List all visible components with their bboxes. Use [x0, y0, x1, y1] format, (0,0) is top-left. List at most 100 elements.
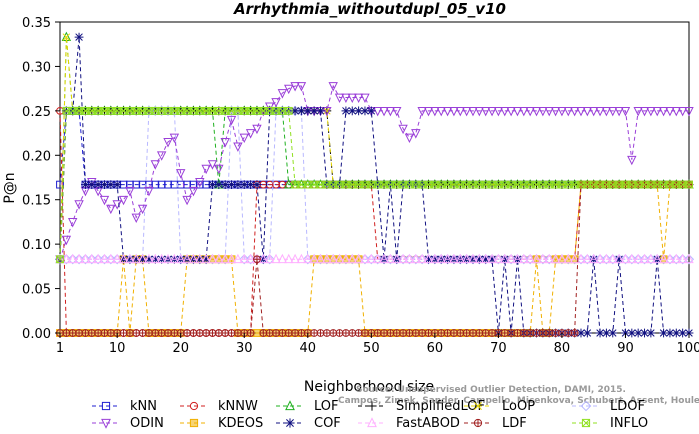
data-point: [61, 235, 72, 246]
data-point: [309, 253, 319, 264]
data-point: [550, 106, 561, 117]
series-knn: [56, 106, 693, 189]
legend-label: kNNW: [218, 399, 258, 414]
data-point: [525, 253, 535, 264]
legend-label: INFLO: [610, 416, 648, 431]
data-point: [81, 180, 90, 190]
data-point: [150, 253, 161, 264]
data-point: [500, 106, 510, 117]
data-point: [195, 178, 205, 188]
data-point: [183, 329, 191, 337]
data-point: [296, 82, 307, 92]
legend-item-fastabod: FastABOD: [358, 416, 460, 431]
data-point: [487, 254, 497, 264]
data-point: [671, 328, 681, 338]
data-point: [151, 329, 160, 337]
data-point: [118, 253, 129, 264]
legend-label: LDOF: [610, 399, 645, 414]
legend-item-ldof: LDOF: [572, 399, 645, 414]
legend-item-inflo: INFLO: [572, 416, 648, 431]
data-point: [373, 329, 382, 337]
data-point: [341, 106, 351, 116]
data-point: [684, 253, 694, 264]
data-point: [297, 106, 306, 116]
data-point: [576, 253, 586, 264]
legend-item-knn: kNN: [92, 399, 157, 414]
data-point: [93, 253, 103, 264]
data-point: [646, 328, 656, 338]
x-tick-label: 80: [554, 341, 571, 356]
data-point: [74, 32, 84, 42]
data-point: [627, 155, 637, 166]
data-point: [380, 329, 388, 337]
data-point: [202, 329, 211, 337]
data-point: [334, 93, 345, 104]
data-point: [652, 106, 662, 117]
data-point: [119, 329, 128, 337]
data-point: [385, 106, 396, 117]
x-axis-label: Neighborhood size: [304, 379, 434, 395]
data-point: [399, 329, 407, 337]
data-point: [411, 253, 421, 264]
data-point: [156, 151, 167, 161]
plot-border: [59, 21, 690, 334]
data-point: [214, 253, 224, 264]
data-point: [488, 329, 496, 337]
data-point: [201, 254, 211, 264]
data-point: [480, 106, 491, 117]
data-point: [106, 329, 115, 337]
data-point: [253, 329, 261, 337]
data-point: [99, 195, 110, 206]
data-point: [620, 106, 631, 117]
data-point: [443, 329, 452, 337]
data-point: [131, 253, 141, 264]
data-point: [474, 106, 485, 117]
legend-label: FastABOD: [396, 416, 460, 431]
data-point: [462, 329, 471, 337]
data-point: [519, 329, 528, 337]
data-point: [461, 253, 472, 264]
data-point: [100, 329, 109, 337]
data-point: [164, 329, 172, 337]
data-point: [328, 253, 338, 264]
data-point: [220, 253, 230, 264]
legend-label: LDF: [502, 416, 527, 431]
data-point: [272, 106, 280, 115]
data-point: [475, 329, 484, 337]
legend-label: SimplifiedLOF: [396, 399, 485, 414]
data-point: [87, 329, 96, 337]
data-point: [56, 255, 64, 264]
legend-label: kNN: [130, 399, 157, 414]
data-point: [208, 180, 217, 190]
data-point: [68, 329, 77, 337]
data-point: [246, 329, 255, 337]
data-point: [550, 253, 561, 264]
data-point: [201, 164, 211, 175]
data-point: [239, 253, 249, 264]
data-point: [125, 186, 135, 197]
data-point: [220, 138, 230, 148]
data-point: [627, 253, 637, 264]
data-point: [284, 84, 294, 95]
data-point: [588, 253, 599, 264]
data-point: [685, 180, 693, 189]
data-point: [646, 253, 656, 264]
data-point: [506, 106, 516, 117]
data-point: [525, 106, 535, 117]
data-point: [271, 253, 281, 264]
data-point: [137, 204, 148, 215]
x-tick-label: 40: [300, 341, 317, 356]
data-point: [316, 106, 325, 116]
x-tick-label: 90: [617, 341, 634, 356]
data-point: [614, 254, 624, 264]
data-point: [132, 329, 141, 337]
data-point: [506, 253, 516, 264]
data-point: [544, 106, 554, 117]
data-point: [580, 400, 592, 412]
data-point: [361, 329, 369, 337]
data-point: [519, 106, 529, 117]
x-tick-label: 70: [490, 341, 507, 356]
data-point: [189, 329, 198, 337]
x-tick-label: 30: [236, 341, 253, 356]
data-point: [366, 106, 376, 116]
